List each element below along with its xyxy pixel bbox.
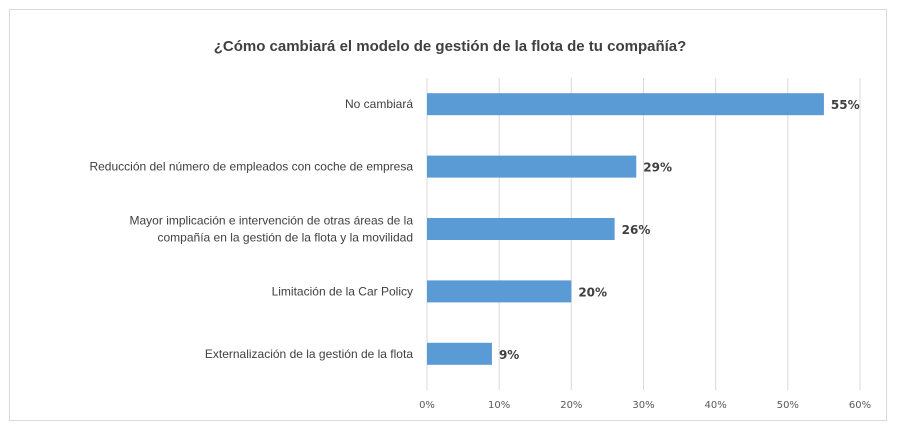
chart-title: ¿Cómo cambiará el modelo de gestión de l… [214, 38, 687, 55]
category-label: No cambiará [345, 97, 413, 111]
category-label: compañía en la gestión de la flota y la … [158, 231, 414, 245]
bar [427, 342, 492, 365]
category-label: Externalización de la gestión de la flot… [205, 347, 413, 361]
x-tick-label: 60% [849, 400, 871, 411]
bar [427, 218, 615, 240]
x-tick-label: 10% [488, 400, 510, 411]
category-label: Reducción del número de empleados con co… [89, 160, 413, 174]
x-tick-label: 30% [632, 400, 654, 411]
x-tick-label: 40% [705, 400, 727, 411]
x-tick-label: 0% [419, 400, 435, 411]
bar [427, 280, 572, 303]
bar [427, 93, 824, 116]
x-tick-label: 20% [560, 400, 582, 411]
data-label: 55% [831, 98, 860, 112]
data-label: 29% [643, 161, 672, 175]
bar [427, 155, 637, 178]
data-label: 9% [499, 348, 519, 362]
category-label: Mayor implicación e intervención de otra… [130, 214, 414, 228]
x-tick-label: 50% [777, 400, 799, 411]
data-label: 26% [622, 223, 651, 237]
category-label: Limitación de la Car Policy [272, 284, 413, 298]
data-label: 20% [578, 285, 607, 299]
